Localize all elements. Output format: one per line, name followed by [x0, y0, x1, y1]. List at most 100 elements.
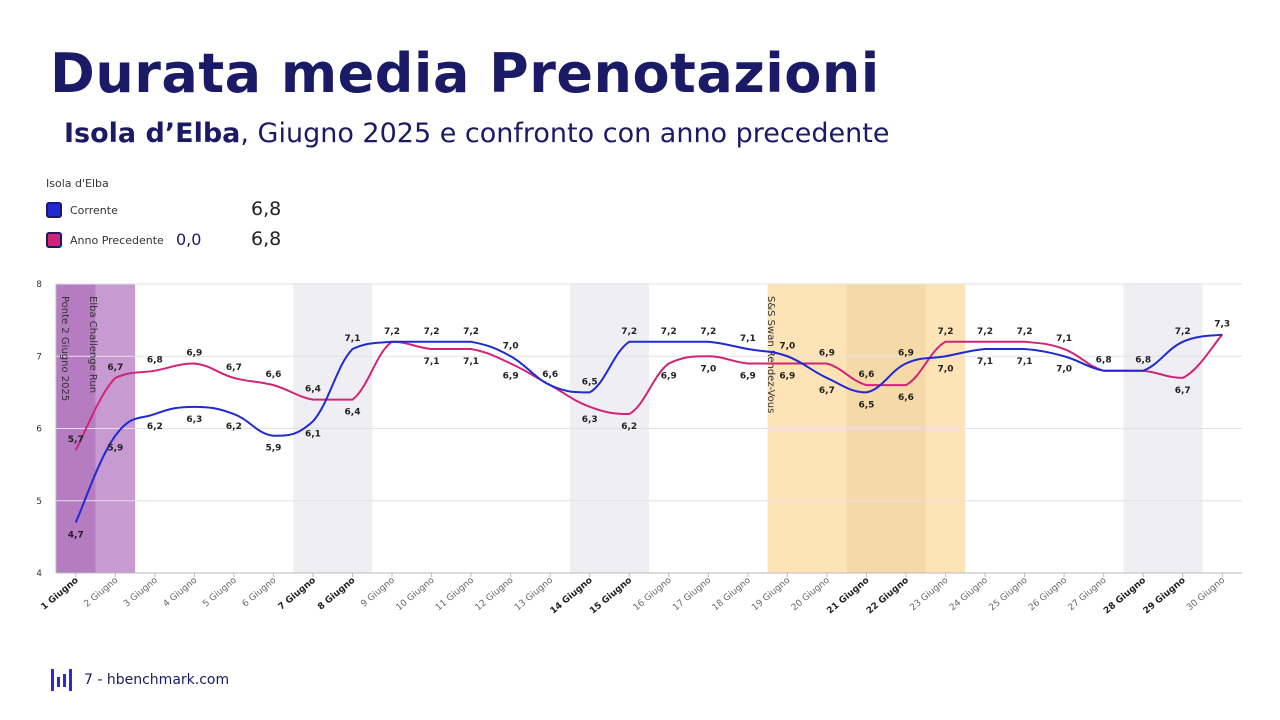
x-tick-label: 9 Giugno — [359, 575, 397, 609]
data-label: 7,1 — [424, 357, 440, 367]
legend-swatch-corrente — [46, 202, 62, 218]
weekend-event-overlap — [846, 284, 926, 573]
data-label: 6,2 — [147, 422, 163, 432]
data-label: 6,1 — [305, 429, 321, 439]
x-tick-label: 11 Giugno — [434, 575, 476, 613]
x-tick-label: 12 Giugno — [474, 575, 516, 613]
data-label: 4,7 — [68, 530, 84, 540]
data-label: 7,2 — [661, 327, 677, 337]
x-tick-label: 24 Giugno — [948, 575, 990, 613]
data-label: 6,5 — [858, 400, 874, 410]
data-label: 7,2 — [938, 327, 954, 337]
data-label: 7,1 — [345, 334, 361, 344]
x-tick-label: 7 Giugno — [277, 576, 318, 613]
data-label: 6,4 — [345, 408, 361, 418]
data-label: 5,9 — [265, 444, 281, 454]
data-label: 6,2 — [226, 422, 242, 432]
data-label: 6,7 — [819, 386, 835, 396]
data-label: 7,0 — [1056, 364, 1072, 374]
data-label: 6,2 — [621, 422, 637, 432]
legend-value-anno-precedente: 6,8 — [251, 228, 282, 250]
weekend-band — [293, 284, 373, 573]
footer: 7 - hbenchmark.com — [50, 668, 229, 692]
legend-label-corrente: Corrente — [70, 203, 118, 217]
x-tick-label: 27 Giugno — [1067, 575, 1109, 613]
y-tick-label: 5 — [36, 497, 42, 507]
x-tick-label: 20 Giugno — [790, 575, 832, 613]
event-label: Elba Challenge Run — [87, 296, 98, 393]
data-label: 7,1 — [977, 357, 993, 367]
data-label: 6,9 — [898, 348, 914, 358]
data-label: 6,8 — [1096, 356, 1112, 366]
data-label: 7,0 — [779, 341, 795, 351]
data-label: 7,0 — [700, 364, 716, 374]
data-label: 6,7 — [226, 363, 242, 373]
data-label: 7,3 — [1214, 320, 1230, 330]
page-title: Durata media Prenotazioni — [50, 42, 880, 105]
hbenchmark-logo-icon — [51, 669, 72, 691]
subtitle-location: Isola d’Elba — [64, 118, 241, 149]
x-tick-label: 2 Giugno — [83, 575, 121, 609]
data-label: 7,0 — [938, 364, 954, 374]
x-tick-label: 22 Giugno — [865, 576, 911, 617]
data-label: 7,2 — [977, 327, 993, 337]
data-label: 7,2 — [1017, 327, 1033, 337]
event-label: S&S Swan Rendez-Vous — [765, 296, 776, 413]
x-tick-label: 17 Giugno — [671, 575, 713, 613]
legend-item-corrente[interactable]: Corrente — [46, 200, 118, 220]
y-tick-label: 8 — [36, 280, 42, 290]
data-label: 6,7 — [1175, 386, 1191, 396]
y-tick-label: 6 — [36, 425, 42, 435]
x-tick-label: 15 Giugno — [588, 576, 634, 617]
legend-title: Isola d'Elba — [46, 177, 109, 190]
x-tick-label: 1 Giugno — [40, 576, 81, 613]
x-tick-label: 19 Giugno — [750, 575, 792, 613]
event-label: Ponte 2 Giugno 2025 — [59, 296, 70, 401]
data-label: 6,4 — [305, 385, 321, 395]
data-label: 6,9 — [779, 371, 795, 381]
data-label: 6,9 — [661, 371, 677, 381]
x-tick-label: 28 Giugno — [1102, 576, 1148, 617]
data-label: 6,9 — [503, 371, 519, 381]
y-tick-label: 7 — [36, 352, 42, 362]
x-tick-label: 5 Giugno — [201, 575, 239, 609]
page-subtitle: Isola d’Elba, Giugno 2025 e confronto co… — [64, 118, 889, 149]
data-label: 7,2 — [384, 327, 400, 337]
x-tick-label: 13 Giugno — [513, 575, 555, 613]
data-label: 6,5 — [582, 377, 598, 387]
series-line-corrente — [74, 333, 1223, 523]
x-tick-label: 30 Giugno — [1185, 575, 1227, 613]
x-tick-label: 6 Giugno — [241, 575, 279, 609]
data-label: 6,9 — [819, 348, 835, 358]
legend-label-anno-precedente: Anno Precedente — [70, 233, 164, 247]
subtitle-period: , Giugno 2025 e confronto con anno prece… — [240, 118, 890, 149]
data-label: 6,6 — [265, 370, 281, 380]
data-label: 6,9 — [740, 371, 756, 381]
data-label: 7,0 — [503, 341, 519, 351]
data-label: 5,7 — [68, 435, 84, 445]
x-tick-label: 3 Giugno — [122, 575, 160, 609]
data-label: 6,6 — [542, 370, 558, 380]
x-tick-label: 29 Giugno — [1142, 576, 1188, 617]
data-label: 7,2 — [463, 327, 479, 337]
legend-delta-anno-precedente: 0,0 — [176, 230, 202, 249]
x-tick-label: 21 Giugno — [825, 576, 871, 617]
legend-value-corrente: 6,8 — [251, 198, 282, 220]
x-tick-label: 8 Giugno — [316, 576, 357, 613]
legend-item-anno-precedente[interactable]: Anno Precedente — [46, 230, 164, 250]
x-tick-label: 26 Giugno — [1027, 575, 1069, 613]
data-label: 7,2 — [621, 327, 637, 337]
data-label: 7,1 — [463, 357, 479, 367]
x-tick-label: 23 Giugno — [908, 575, 950, 613]
data-label: 6,6 — [898, 393, 914, 403]
event-band — [767, 284, 966, 573]
series-line-anno-precedente — [74, 333, 1223, 451]
x-tick-label: 18 Giugno — [711, 575, 753, 613]
weekend-band — [569, 284, 649, 573]
data-label: 5,9 — [107, 444, 123, 454]
y-tick-label: 4 — [36, 569, 42, 579]
data-label: 6,3 — [186, 415, 202, 425]
legend-swatch-anno-precedente — [46, 232, 62, 248]
data-label: 7,2 — [700, 327, 716, 337]
